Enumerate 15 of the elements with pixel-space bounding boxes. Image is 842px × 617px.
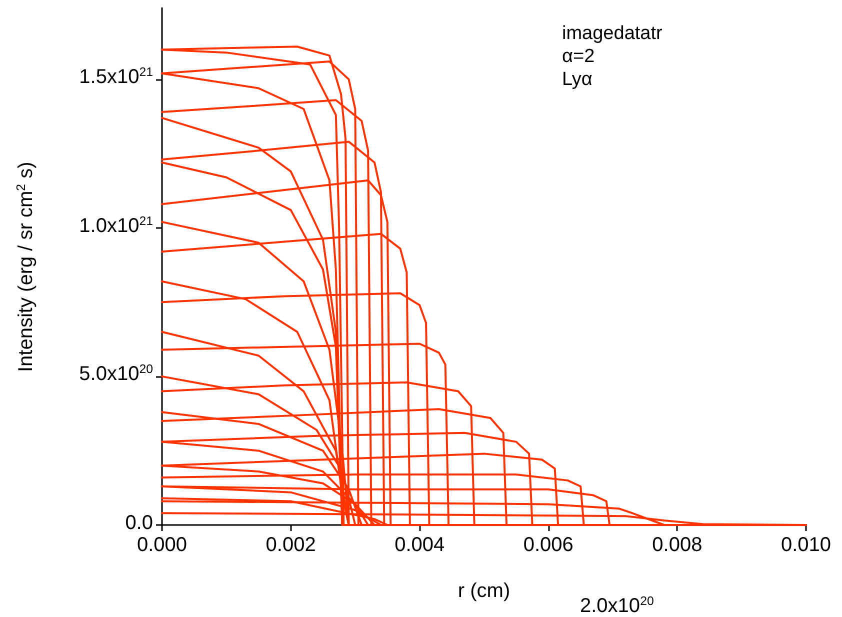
x-tick-label: 0.004 bbox=[394, 534, 445, 556]
annotation: imagedatatr bbox=[562, 23, 662, 44]
x-axis-title: r (cm) bbox=[458, 580, 510, 602]
annotation: Lyα bbox=[562, 69, 592, 90]
y-tick-label: 1.0x10$^{21}$ bbox=[79, 214, 153, 237]
y-tick-label: 5.0x10$^{20}$ bbox=[79, 362, 153, 386]
text: 2.0x10$^{20}$ bbox=[580, 594, 654, 617]
annotation: α=2 bbox=[562, 46, 595, 67]
y-tick-label: 0.0 bbox=[125, 512, 153, 534]
y-tick-label: 1.5x10$^{21}$ bbox=[79, 65, 153, 88]
x-tick-label: 0.002 bbox=[266, 534, 316, 556]
x-tick-label: 0.010 bbox=[780, 534, 832, 556]
x-tick-label: 0.006 bbox=[523, 534, 574, 556]
x-tick-label: 0.008 bbox=[652, 534, 702, 556]
x-tick-label: 0.000 bbox=[136, 534, 188, 556]
